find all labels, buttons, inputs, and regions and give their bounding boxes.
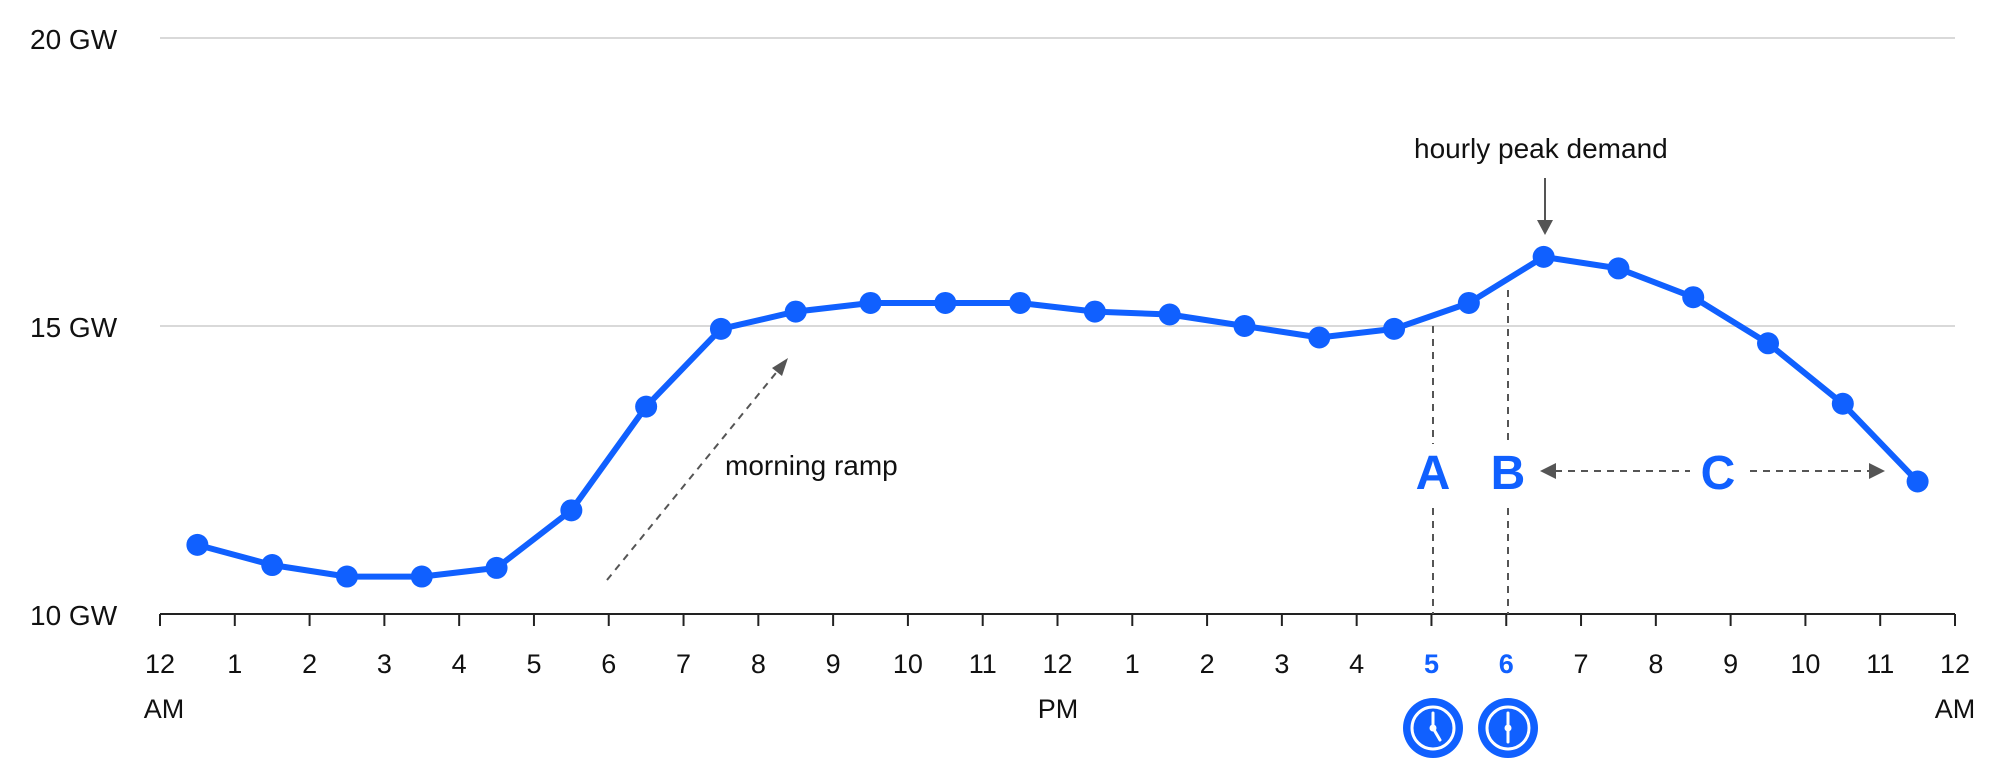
data-point <box>335 565 358 588</box>
data-point <box>1158 303 1181 326</box>
pm-label: PM <box>1038 694 1079 724</box>
y-tick-label-20: 20 GW <box>30 24 118 55</box>
data-point <box>934 291 957 314</box>
data-point <box>485 556 508 579</box>
x-tick-label: 5 <box>1424 649 1439 679</box>
data-point <box>410 565 433 588</box>
x-tick-label: 6 <box>1499 649 1514 679</box>
x-tick-label: 9 <box>1723 649 1738 679</box>
data-point <box>1607 257 1630 280</box>
data-point <box>560 499 583 522</box>
data-point <box>784 300 807 323</box>
x-tick-label: 5 <box>526 649 541 679</box>
x-tick-label: 10 <box>1790 649 1820 679</box>
data-point <box>186 533 209 556</box>
x-tick-label: 3 <box>377 649 392 679</box>
x-tick-label: 12 <box>145 649 175 679</box>
peak-arrow-head <box>1537 220 1553 235</box>
x-tick-label: 4 <box>452 649 467 679</box>
x-axis-ticks: 12 1 2 3 4 5 6 7 8 9 10 11 12 1 2 3 4 5 6 7 8 9 10 11 12 <box>145 614 1970 679</box>
data-point <box>261 554 284 577</box>
data-point <box>1532 245 1555 268</box>
y-tick-label-15: 15 GW <box>30 312 118 343</box>
data-point <box>1757 332 1780 355</box>
x-tick-label: 11 <box>969 649 997 679</box>
series-points <box>186 245 1929 588</box>
data-point <box>859 291 882 314</box>
ramp-label: morning ramp <box>725 450 898 481</box>
data-point <box>1233 315 1256 337</box>
x-tick-label: 1 <box>227 649 242 679</box>
data-point <box>1831 392 1854 415</box>
ramp-arrow-line <box>606 367 781 581</box>
data-point <box>1682 286 1705 309</box>
am-label-start: AM <box>144 694 185 724</box>
x-tick-label: 12 <box>1042 649 1072 679</box>
data-point <box>1083 300 1106 323</box>
x-tick-label: 6 <box>601 649 616 679</box>
data-point <box>1308 326 1331 349</box>
data-point <box>1906 470 1929 493</box>
x-tick-label: 7 <box>1574 649 1589 679</box>
x-tick-label: 11 <box>1866 649 1894 679</box>
bc-arrow-head-right <box>1869 463 1885 479</box>
bc-arrow-head-left <box>1540 463 1556 479</box>
data-point <box>709 317 732 340</box>
series-line-demand <box>194 253 1921 580</box>
c-label-bg <box>1690 440 1750 502</box>
data-point <box>1009 291 1032 314</box>
data-point <box>635 395 658 418</box>
clock-icon-6 <box>1478 698 1538 758</box>
x-tick-label: 9 <box>826 649 841 679</box>
x-tick-label: 3 <box>1274 649 1289 679</box>
x-tick-label: 8 <box>751 649 766 679</box>
x-tick-label: 2 <box>1200 649 1215 679</box>
x-tick-label: 12 <box>1940 649 1970 679</box>
y-tick-label-10: 10 GW <box>30 600 118 631</box>
ramp-arrow-head <box>772 358 788 376</box>
marker-c-label: C <box>1701 447 1736 500</box>
x-tick-label: 7 <box>676 649 691 679</box>
marker-b-label: B <box>1491 447 1526 500</box>
x-tick-label: 4 <box>1349 649 1364 679</box>
x-tick-label: 8 <box>1648 649 1663 679</box>
x-tick-label: 10 <box>893 649 923 679</box>
data-point <box>1383 317 1406 340</box>
marker-a-label: A <box>1416 447 1451 500</box>
peak-label: hourly peak demand <box>1414 133 1668 164</box>
clock-icon-5 <box>1403 698 1463 758</box>
x-tick-label: 2 <box>302 649 317 679</box>
am-label-end: AM <box>1935 694 1976 724</box>
x-tick-label: 1 <box>1125 649 1140 679</box>
data-point <box>1457 291 1480 314</box>
